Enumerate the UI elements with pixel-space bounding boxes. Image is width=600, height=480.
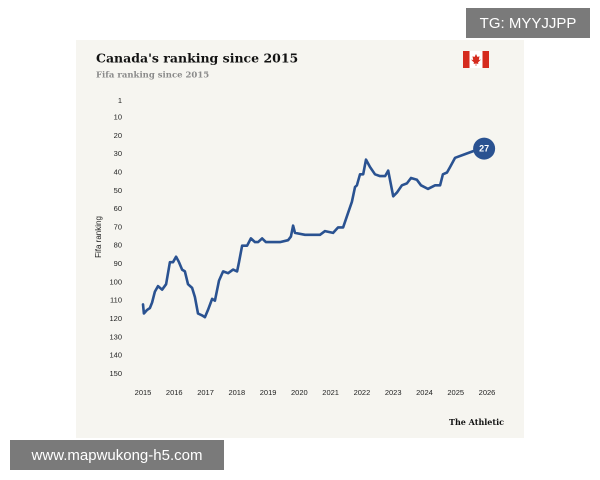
x-tick-label: 2023 xyxy=(385,388,402,397)
watermark-box xyxy=(466,8,590,38)
x-tick-label: 2018 xyxy=(228,388,245,397)
x-tick-label: 2016 xyxy=(166,388,183,397)
chart-subtitle: Fifa ranking since 2015 xyxy=(96,71,209,81)
x-tick-label: 2022 xyxy=(354,388,371,397)
y-tick-label: 100 xyxy=(109,277,122,286)
y-tick-label: 140 xyxy=(109,351,122,360)
watermark-box xyxy=(10,440,224,470)
y-tick-label: 90 xyxy=(114,259,122,268)
watermark: TG: MYYJJPP xyxy=(480,15,577,32)
y-tick-label: 150 xyxy=(109,369,122,378)
plot: 1102030405060708090100110120130140150201… xyxy=(109,96,495,397)
end-label: 27 xyxy=(479,144,489,154)
line xyxy=(141,147,482,319)
x-tick-label: 2026 xyxy=(479,388,496,397)
y-tick-label: 40 xyxy=(114,167,122,176)
x-tick-label: 2025 xyxy=(447,388,464,397)
y-tick-label: 130 xyxy=(109,332,122,341)
source: The Athletic xyxy=(449,417,504,427)
y-tick-label: 10 xyxy=(114,112,122,121)
x-tick-label: 2024 xyxy=(416,388,433,397)
card xyxy=(76,40,524,438)
x-tick-label: 2019 xyxy=(260,388,277,397)
y-tick-label: 1 xyxy=(118,96,122,105)
flag xyxy=(463,51,489,68)
end-marker xyxy=(473,137,496,160)
y-tick-label: 30 xyxy=(114,149,122,158)
y-tick-label: 20 xyxy=(114,131,122,140)
x-tick-label: 2021 xyxy=(322,388,339,397)
y-tick-label: 60 xyxy=(114,204,122,213)
y-axis-label: Fifa ranking xyxy=(94,216,103,258)
x-tick-label: 2015 xyxy=(135,388,152,397)
y-tick-label: 80 xyxy=(114,241,122,250)
x-tick-label: 2017 xyxy=(197,388,214,397)
y-tick-label: 120 xyxy=(109,314,122,323)
watermark: www.mapwukong-h5.com xyxy=(31,447,203,464)
y-tick-label: 110 xyxy=(110,296,122,305)
y-tick-label: 70 xyxy=(114,222,122,231)
y-tick-label: 50 xyxy=(114,186,122,195)
x-tick-label: 2020 xyxy=(291,388,308,397)
chart-title: Canada's ranking since 2015 xyxy=(96,51,298,66)
